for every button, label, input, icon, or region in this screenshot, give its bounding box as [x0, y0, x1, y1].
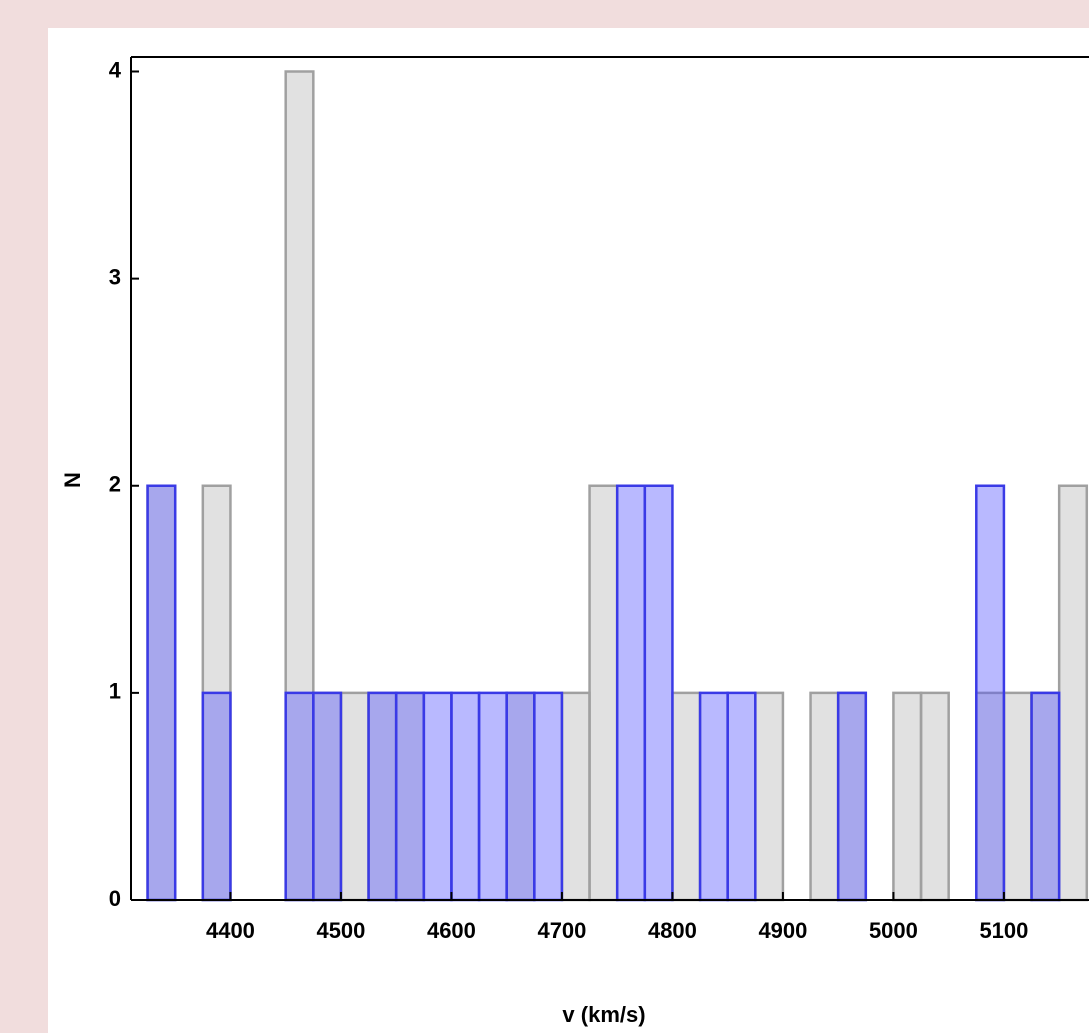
bar: [505, 691, 536, 902]
y-tick-label: 0: [109, 886, 121, 911]
y-axis-label: N: [60, 472, 85, 488]
bar: [671, 691, 702, 902]
bar: [367, 691, 398, 902]
bar: [146, 484, 177, 902]
y-tick-label: 4: [109, 57, 122, 82]
bar: [533, 691, 564, 902]
x-tick-label: 5000: [869, 918, 918, 943]
bar: [975, 484, 1006, 902]
bar: [1030, 691, 1061, 902]
x-tick-label: 4800: [648, 918, 697, 943]
bar: [698, 691, 729, 902]
plot-panel: [48, 28, 1089, 1033]
x-axis-label: v (km/s): [562, 1002, 645, 1027]
bar: [754, 691, 785, 902]
x-tick-label: 4600: [427, 918, 476, 943]
bar: [836, 691, 868, 902]
bar: [284, 691, 315, 902]
y-tick-label: 1: [109, 679, 121, 704]
x-tick-label: 4400: [206, 918, 255, 943]
bar: [809, 691, 840, 902]
bar: [643, 484, 674, 902]
bar: [477, 691, 508, 902]
bar: [892, 691, 923, 902]
x-tick-label: 4700: [537, 918, 586, 943]
bar: [919, 691, 950, 902]
bar: [1002, 691, 1033, 902]
bar: [284, 70, 315, 902]
bar: [588, 484, 619, 902]
bar: [201, 691, 232, 902]
bar: [1057, 484, 1089, 902]
bar: [339, 691, 370, 902]
x-tick-label: 4900: [758, 918, 807, 943]
bar: [615, 484, 647, 902]
bar: [560, 691, 591, 902]
bar: [312, 691, 343, 902]
y-tick-label: 3: [109, 264, 121, 289]
bar: [450, 691, 481, 902]
bar: [422, 691, 453, 902]
bar: [394, 691, 426, 902]
y-tick-label: 2: [109, 472, 121, 497]
x-tick-label: 5100: [979, 918, 1028, 943]
bar: [146, 484, 177, 902]
x-tick-label: 4500: [316, 918, 365, 943]
bar: [726, 691, 757, 902]
